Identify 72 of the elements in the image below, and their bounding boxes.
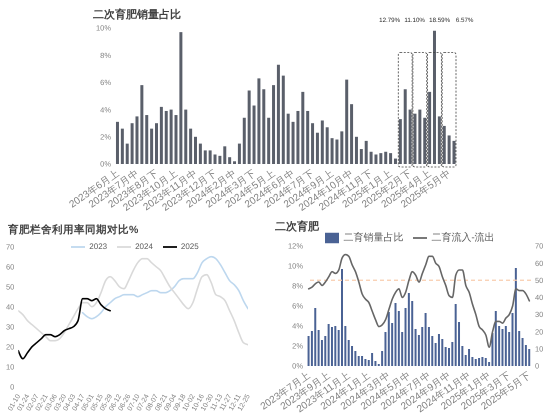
bar — [214, 154, 217, 164]
legend-label: 2024 — [135, 242, 153, 252]
bar — [413, 114, 416, 164]
bar — [428, 92, 432, 164]
chart-title: 二次育肥销量占比 — [93, 9, 181, 22]
bar — [389, 153, 392, 164]
bar — [354, 136, 358, 164]
bar — [292, 122, 295, 164]
bar — [370, 152, 373, 164]
line-series — [18, 298, 111, 360]
bar — [388, 312, 390, 366]
bar — [116, 122, 119, 164]
bar — [474, 359, 477, 366]
bar — [478, 358, 480, 366]
bar — [238, 144, 241, 164]
bar — [194, 136, 198, 164]
legend-label: 二育销量占比 — [343, 232, 404, 244]
line-series — [82, 256, 248, 320]
bar — [514, 268, 517, 366]
bar — [448, 135, 451, 164]
bar — [454, 304, 457, 366]
bar — [361, 356, 364, 366]
bar — [170, 110, 173, 164]
bar — [316, 132, 319, 164]
bar — [334, 326, 336, 366]
legend-label: 2023 — [89, 242, 108, 252]
bar — [394, 303, 396, 366]
bar — [257, 78, 260, 164]
bar — [394, 158, 397, 164]
bar — [233, 161, 236, 164]
bar — [330, 327, 333, 366]
bar — [374, 154, 378, 164]
bar — [501, 329, 504, 366]
bar — [272, 85, 276, 164]
line-series — [18, 258, 248, 346]
bar — [252, 106, 256, 164]
bar — [481, 357, 484, 366]
bar — [150, 128, 154, 164]
bar — [408, 110, 412, 164]
legend-label: 二育流入-流出 — [431, 232, 495, 244]
bar — [179, 32, 182, 164]
bar — [311, 123, 314, 164]
bar — [528, 349, 530, 366]
bar — [371, 353, 374, 366]
bar — [174, 115, 178, 164]
bar — [408, 293, 410, 366]
legend-label: 2025 — [180, 242, 199, 252]
bar — [218, 156, 222, 164]
bar — [314, 308, 316, 366]
chart-title: 二次育肥 — [275, 221, 319, 234]
bar — [484, 358, 487, 366]
bar — [468, 349, 470, 366]
bar — [330, 138, 334, 164]
line-series — [308, 254, 530, 348]
bar — [452, 140, 456, 164]
bar — [335, 140, 338, 164]
bar — [504, 326, 507, 366]
chart-title: 育肥栏舍利用率同期对比% — [8, 224, 138, 237]
bar — [494, 311, 497, 366]
bar — [135, 116, 138, 164]
bar — [276, 64, 280, 164]
bar — [198, 144, 202, 164]
bar — [296, 110, 300, 164]
bar — [438, 334, 440, 366]
bar — [328, 324, 330, 366]
bar — [130, 123, 134, 164]
bar — [154, 123, 158, 164]
bar — [432, 30, 436, 164]
bar — [350, 104, 354, 164]
bar — [424, 313, 427, 366]
bar — [341, 269, 343, 366]
bar — [364, 359, 366, 366]
